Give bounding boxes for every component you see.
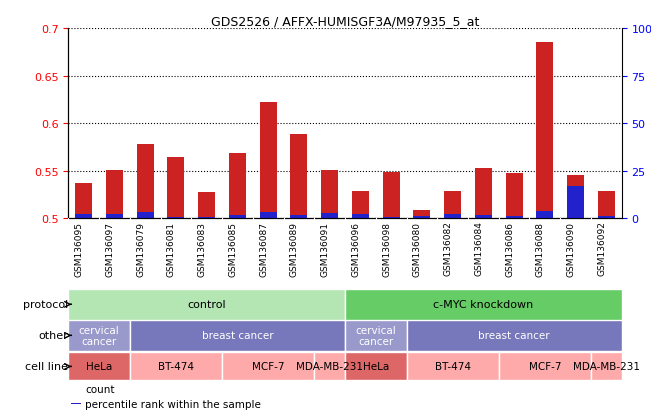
Text: GSM136087: GSM136087 [259, 221, 268, 276]
Text: cervical
cancer: cervical cancer [355, 325, 396, 347]
Text: c-MYC knockdown: c-MYC knockdown [434, 299, 533, 310]
Text: BT-474: BT-474 [158, 361, 194, 372]
Bar [413, 210, 430, 219]
Bar [345, 289, 622, 320]
Text: other: other [38, 330, 68, 341]
Bar [475, 215, 492, 219]
Text: HeLa: HeLa [86, 361, 112, 372]
Text: GSM136096: GSM136096 [352, 221, 361, 276]
Bar [290, 134, 307, 219]
Text: GSM136089: GSM136089 [290, 221, 299, 276]
Bar [321, 213, 338, 219]
Text: GSM136086: GSM136086 [505, 221, 514, 276]
Bar [591, 353, 622, 380]
Bar [536, 43, 553, 219]
Bar [506, 173, 523, 219]
Bar [444, 191, 461, 219]
Text: GSM136083: GSM136083 [198, 221, 206, 276]
Bar [260, 212, 277, 219]
Text: cell line: cell line [25, 361, 68, 372]
Title: GDS2526 / AFFX-HUMISGF3A/M97935_5_at: GDS2526 / AFFX-HUMISGF3A/M97935_5_at [211, 15, 479, 28]
Bar [413, 216, 430, 219]
Text: percentile rank within the sample: percentile rank within the sample [85, 399, 261, 409]
Text: GSM136082: GSM136082 [443, 221, 452, 276]
Bar [352, 214, 369, 219]
Bar [68, 289, 345, 320]
Text: GSM136095: GSM136095 [75, 221, 84, 276]
Text: GSM136098: GSM136098 [382, 221, 391, 276]
Bar [68, 353, 130, 380]
Text: HeLa: HeLa [363, 361, 389, 372]
Bar [345, 320, 406, 351]
Bar [506, 216, 523, 219]
Bar [406, 353, 499, 380]
Bar [314, 353, 345, 380]
Bar [76, 184, 92, 219]
Text: MCF-7: MCF-7 [529, 361, 561, 372]
Text: breast cancer: breast cancer [478, 330, 550, 341]
Text: cervical
cancer: cervical cancer [79, 325, 120, 347]
Text: MDA-MB-231: MDA-MB-231 [296, 361, 363, 372]
Bar [406, 320, 622, 351]
Text: GSM136090: GSM136090 [566, 221, 575, 276]
Bar [76, 214, 92, 219]
Bar [383, 172, 400, 219]
Bar [106, 214, 123, 219]
Bar [199, 218, 215, 219]
Bar [137, 212, 154, 219]
Text: GSM136092: GSM136092 [598, 221, 606, 276]
Bar [68, 320, 130, 351]
Text: GSM136088: GSM136088 [536, 221, 545, 276]
Bar [167, 157, 184, 219]
Bar [321, 171, 338, 219]
Bar [130, 353, 222, 380]
Bar [290, 215, 307, 219]
Text: BT-474: BT-474 [435, 361, 471, 372]
Bar [567, 175, 584, 219]
Bar [598, 191, 615, 219]
Text: GSM136097: GSM136097 [105, 221, 115, 276]
Text: breast cancer: breast cancer [202, 330, 273, 341]
Bar [499, 353, 591, 380]
Bar [475, 169, 492, 219]
Bar [167, 217, 184, 219]
Bar [536, 211, 553, 219]
Text: protocol: protocol [23, 299, 68, 310]
Bar [352, 191, 369, 219]
Text: MCF-7: MCF-7 [252, 361, 284, 372]
Bar [444, 214, 461, 219]
Bar [229, 153, 246, 219]
Bar [130, 320, 345, 351]
Text: control: control [187, 299, 226, 310]
Text: count: count [85, 384, 115, 394]
Text: MDA-MB-231: MDA-MB-231 [573, 361, 640, 372]
Text: GSM136080: GSM136080 [413, 221, 422, 276]
Text: GSM136079: GSM136079 [136, 221, 145, 276]
Bar [567, 187, 584, 219]
Bar [199, 192, 215, 219]
Bar [137, 145, 154, 219]
Bar [222, 353, 314, 380]
Bar [260, 103, 277, 219]
Text: GSM136084: GSM136084 [475, 221, 483, 276]
Bar [229, 215, 246, 219]
Bar [106, 171, 123, 219]
Bar [383, 217, 400, 219]
Bar [345, 353, 406, 380]
Bar [598, 216, 615, 219]
Text: GSM136091: GSM136091 [321, 221, 329, 276]
Text: GSM136085: GSM136085 [229, 221, 238, 276]
Text: GSM136081: GSM136081 [167, 221, 176, 276]
